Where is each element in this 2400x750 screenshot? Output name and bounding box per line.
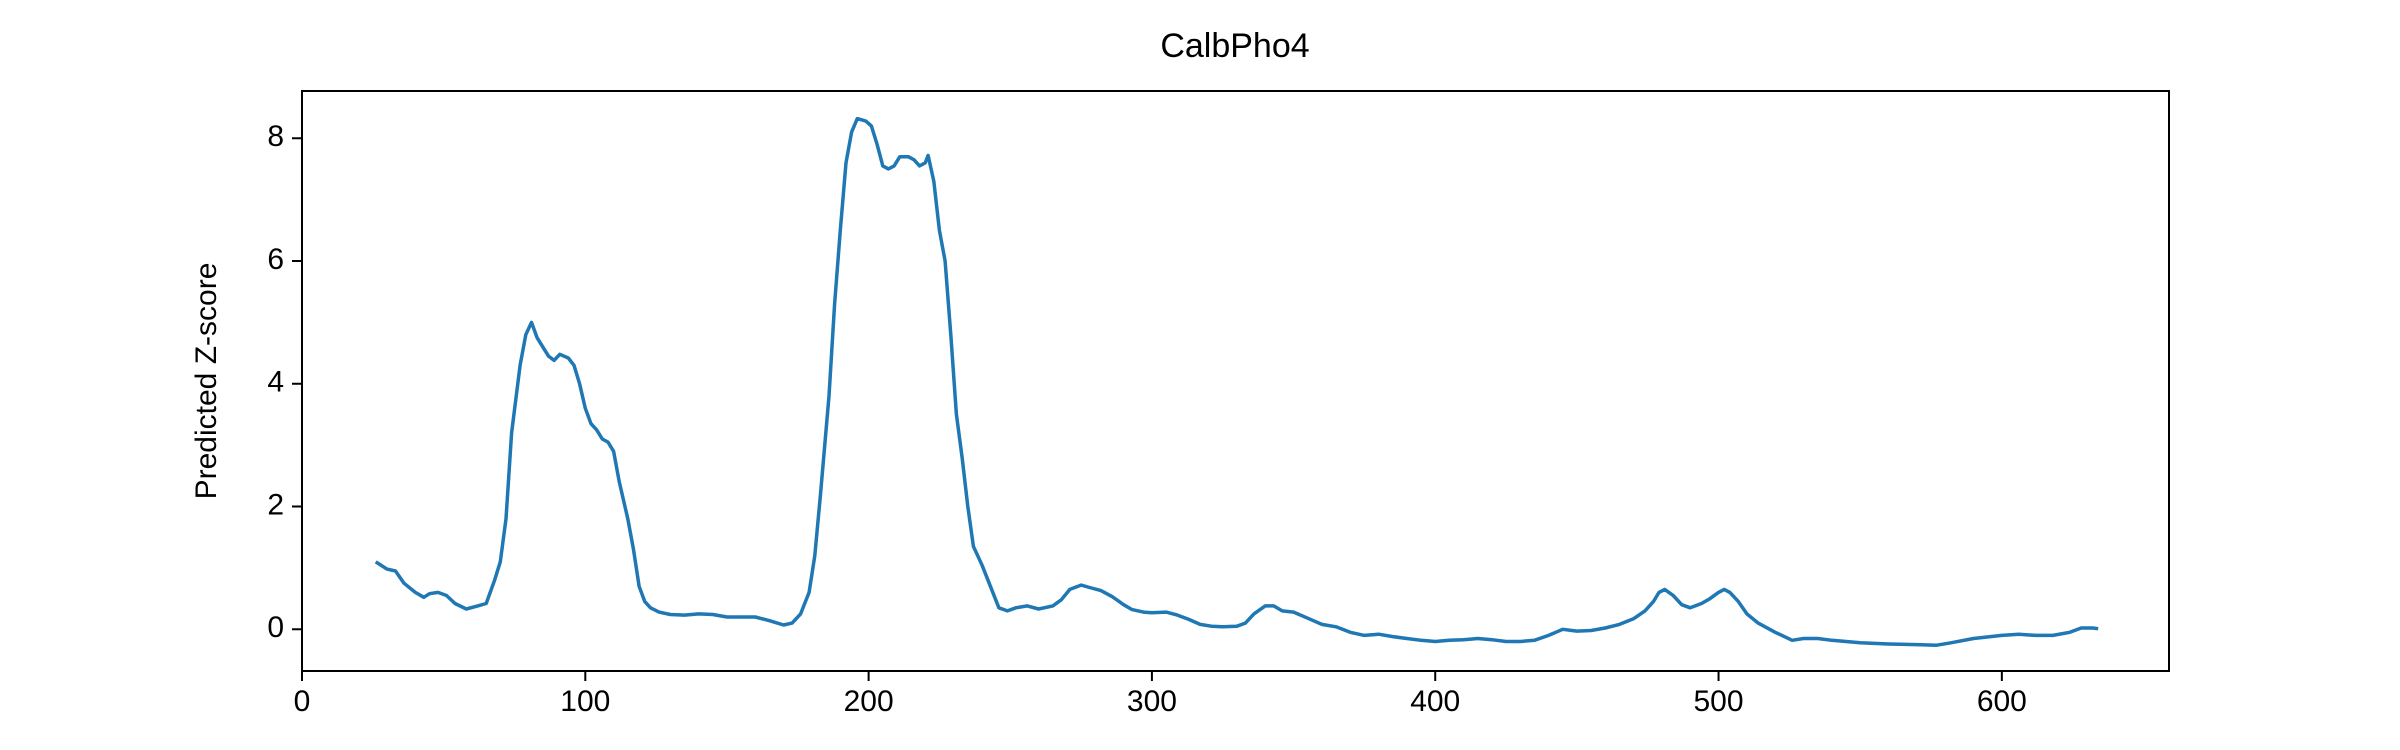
x-tick-label: 200	[844, 685, 894, 718]
y-tick-label: 2	[267, 488, 284, 521]
x-tick-label: 400	[1410, 685, 1460, 718]
y-axis-label: Predicted Z-score	[190, 263, 223, 500]
y-tick-label: 0	[267, 611, 284, 644]
x-tick-label: 600	[1977, 685, 2027, 718]
x-tick-label: 0	[294, 685, 311, 718]
line	[374, 116, 2099, 647]
y-tick-label: 8	[267, 120, 284, 153]
x-tick-label: 100	[560, 685, 610, 718]
chart-title: CalbPho4	[1160, 27, 1309, 65]
plot-frame	[301, 90, 2170, 672]
x-tick-label: 500	[1694, 685, 1744, 718]
y-tick-label: 4	[267, 366, 284, 399]
y-tick-label: 6	[267, 243, 284, 276]
x-tick-label: 300	[1127, 685, 1177, 718]
